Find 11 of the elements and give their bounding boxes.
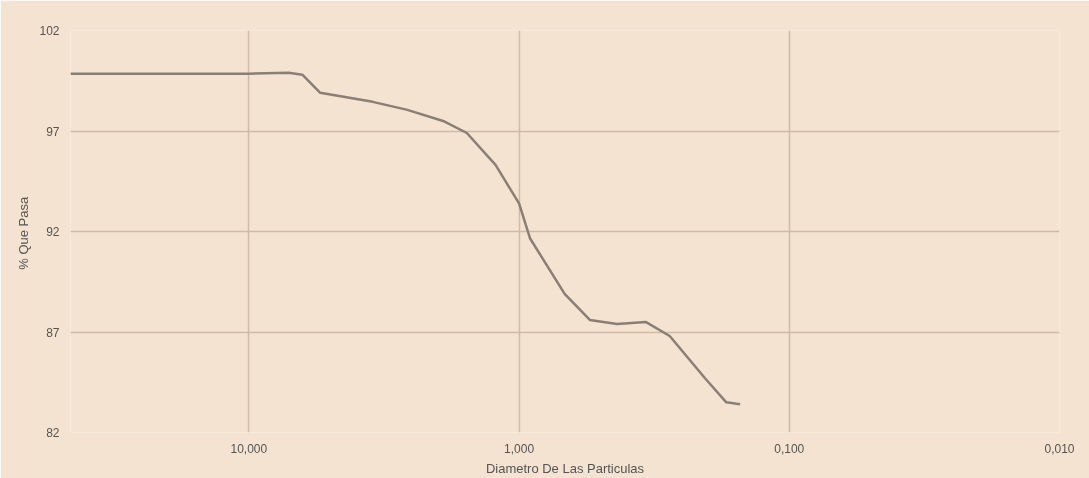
y-tick-label: 97: [46, 124, 60, 139]
y-tick-label: 87: [46, 325, 60, 340]
y-tick-label: 92: [46, 225, 60, 239]
x-axis-title: Diametro De Las Particulas: [485, 460, 645, 476]
y-tick-label: 102: [39, 24, 60, 38]
y-axis-title: % Que Pasa: [16, 196, 32, 270]
x-tick-label: 10,000: [230, 441, 268, 456]
y-tick-label: 82: [46, 426, 60, 440]
x-tick-label: 0,010: [1044, 441, 1075, 456]
x-tick-label: 1,000: [504, 441, 535, 456]
x-tick-label: 0,100: [774, 441, 805, 456]
